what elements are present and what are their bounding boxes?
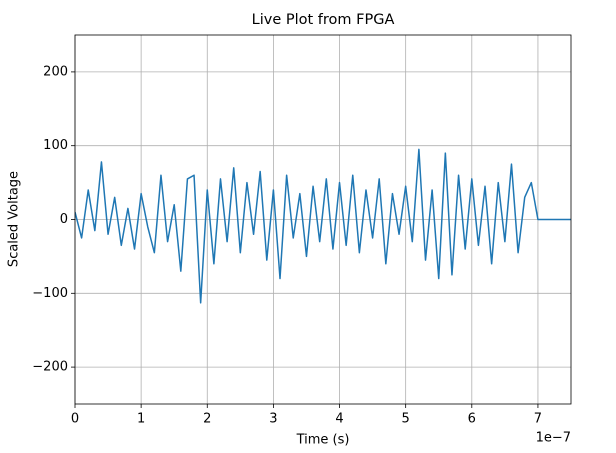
y-axis-label: Scaled Voltage [7, 171, 22, 267]
x-axis-label: Time (s) [296, 433, 350, 448]
y-tick-label: 100 [43, 138, 68, 153]
x-tick-label: 7 [534, 412, 542, 427]
x-tick-label: 1 [137, 412, 145, 427]
y-tick-label: 200 [43, 64, 68, 79]
x-tick-label: 3 [269, 412, 277, 427]
x-tick-label: 6 [468, 412, 476, 427]
x-tick-label: 2 [203, 412, 211, 427]
data-line [75, 148, 571, 304]
y-tick-label: −100 [32, 286, 68, 301]
plot-frame [74, 34, 572, 405]
x-tick-label: 5 [402, 412, 410, 427]
chart-title: Live Plot from FPGA [252, 12, 395, 28]
x-offset-label: 1e−7 [536, 431, 571, 446]
x-tick-label: 4 [335, 412, 343, 427]
y-tick-label: −200 [32, 360, 68, 375]
x-tick-label: 0 [71, 412, 79, 427]
y-tick-label: 0 [60, 212, 68, 227]
